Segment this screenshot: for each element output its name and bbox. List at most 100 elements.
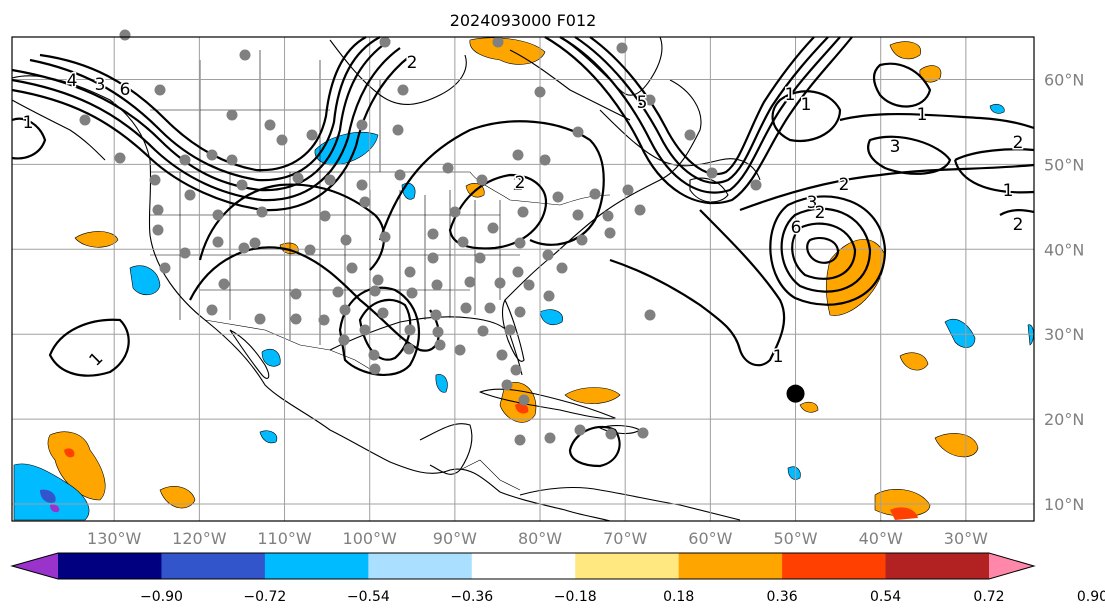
florida-coast: [501, 299, 525, 362]
lon-tick-label: 100°W: [343, 529, 398, 548]
station-dot: [460, 302, 472, 314]
station-dot: [574, 424, 586, 436]
station-dot: [236, 179, 248, 191]
colorbar-tick-label: 0.18: [663, 589, 694, 605]
station-dot: [476, 174, 488, 186]
cuba-coast: [479, 388, 616, 420]
contour-label: 1: [785, 85, 796, 105]
us-mexico-border: [204, 319, 376, 373]
station-dot: [184, 189, 196, 201]
station-dot: [442, 162, 454, 174]
light-blue-patch: [539, 309, 563, 325]
station-dot: [487, 222, 499, 234]
canada-province-borders: [150, 50, 381, 172]
lon-tick-label: 70°W: [603, 529, 647, 548]
station-dot: [290, 313, 302, 325]
station-dot: [392, 124, 404, 136]
colorbar-tick-label: 0.54: [870, 589, 901, 605]
lat-tick-label: 30°N: [1044, 325, 1084, 344]
station-dot: [239, 49, 251, 61]
contour-line: [839, 112, 1035, 130]
contour-label: 3: [807, 193, 818, 213]
contour-label: 3: [95, 75, 106, 95]
lat-tick-label: 50°N: [1044, 155, 1084, 174]
contour-line: [806, 236, 840, 264]
station-dot: [492, 36, 504, 48]
station-dot: [427, 252, 439, 264]
station-dot: [332, 286, 344, 298]
orange-patch: [934, 433, 979, 458]
station-dot: [318, 314, 330, 326]
station-dot: [449, 206, 461, 218]
lat-tick-label: 10°N: [1044, 495, 1084, 514]
station-dot: [512, 266, 524, 278]
station-dot: [517, 206, 529, 218]
station-dot: [292, 172, 304, 184]
station-dot: [572, 209, 584, 221]
station-dot: [249, 237, 261, 249]
station-dot: [226, 109, 238, 121]
colorbar-cell: [161, 553, 266, 579]
station-dot: [379, 36, 391, 48]
station-dot: [457, 236, 469, 248]
light-blue-patch: [989, 104, 1005, 114]
lon-tick-label: 80°W: [518, 529, 562, 548]
station-dot: [464, 276, 476, 288]
yucatan-coast: [419, 423, 473, 475]
station-dot: [338, 334, 350, 346]
station-dot: [750, 179, 762, 191]
baja-coast: [229, 329, 270, 379]
station-dot: [226, 154, 238, 166]
station-dot: [432, 326, 444, 338]
station-dot: [706, 167, 718, 179]
station-dot: [406, 287, 418, 299]
station-dot: [572, 126, 584, 138]
contour-label: 6: [120, 80, 131, 100]
contour-label: 1: [917, 105, 928, 125]
contour-line: [589, 36, 815, 176]
station-dot: [544, 432, 556, 444]
contour-line: [448, 173, 548, 250]
station-dot: [514, 306, 526, 318]
station-dot: [518, 394, 530, 406]
station-dot: [403, 343, 415, 355]
station-dot: [152, 224, 164, 236]
station-dot: [238, 242, 250, 254]
contour-line: [48, 318, 130, 377]
contour-label: 5: [637, 93, 648, 113]
station-dot: [484, 302, 496, 314]
light-blue-patch: [787, 466, 801, 480]
colorbar-tick-label: 0.90: [1077, 589, 1105, 605]
colorbar-tick-label: −0.36: [450, 589, 493, 605]
contour-label: 1: [801, 95, 812, 115]
station-dots: [79, 29, 762, 446]
colorbar-cell: [264, 553, 369, 579]
light-blue-patch: [129, 265, 161, 296]
contour-line: [559, 36, 841, 194]
station-dot: [605, 428, 617, 440]
contour-label: 1: [1003, 181, 1014, 201]
orange-patch: [874, 489, 931, 517]
orange-patch: [899, 352, 929, 371]
blue-patch: [40, 489, 56, 503]
station-dot: [379, 231, 391, 243]
colorbar-ticks: −0.90 −0.72 −0.54 −0.36 −0.18 0.18 0.36 …: [140, 589, 1105, 605]
lat-tick-label: 20°N: [1044, 410, 1084, 429]
light-blue-patch: [13, 463, 90, 521]
colorbar-cell: [678, 553, 783, 579]
station-dot: [504, 324, 516, 336]
contour-line: [11, 47, 401, 202]
station-dot: [356, 179, 368, 191]
light-blue-patch: [435, 374, 448, 393]
lon-tick-label: 40°W: [859, 529, 903, 548]
lon-tick-label: 120°W: [172, 529, 227, 548]
contour-label: 3: [890, 137, 901, 157]
map-panel: 1 3 6 4 1 2 5 2 1 3 2 1 1 2 3 1 2 1 2 6 …: [11, 29, 1035, 522]
position-marker: [786, 384, 805, 403]
station-dot: [372, 274, 384, 286]
contour-label: 1: [773, 347, 784, 367]
station-dot: [377, 307, 389, 319]
station-dot: [514, 237, 526, 249]
station-dot: [114, 152, 126, 164]
orange-patch: [889, 41, 922, 60]
